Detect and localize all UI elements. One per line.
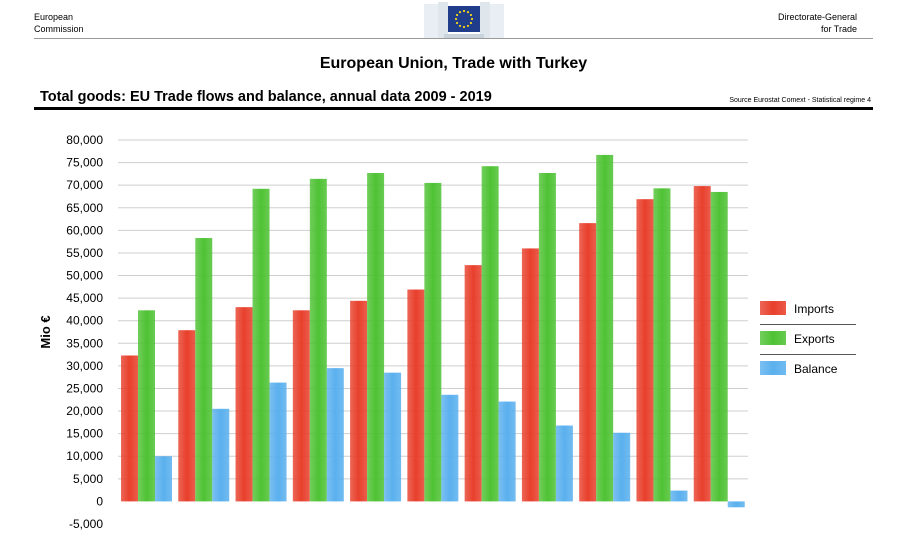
- dg-line-1: Directorate-General: [777, 12, 857, 22]
- bar-imports-2013: [350, 300, 368, 502]
- bar-balance-2011: [269, 382, 287, 502]
- legend-item-exports: Exports: [760, 325, 856, 355]
- bar-balance-2019: [727, 501, 745, 508]
- eu-flag-logo: [424, 2, 504, 38]
- legend: Imports Exports Balance: [760, 295, 856, 384]
- y-tick-label: 40,000: [66, 314, 103, 328]
- bar-group-2016: [521, 172, 573, 502]
- org-line-2: Commission: [34, 24, 84, 34]
- y-tick-label: 35,000: [66, 336, 103, 350]
- legend-label-balance: Balance: [794, 362, 838, 376]
- bar-balance-2014: [441, 394, 459, 502]
- bar-group-2018: [636, 188, 688, 502]
- bar-exports-2011: [252, 188, 270, 502]
- y-tick-label: 70,000: [66, 178, 103, 192]
- y-tick-label: 20,000: [66, 404, 103, 418]
- org-name: European Commission: [34, 11, 84, 35]
- bar-balance-2010: [212, 408, 230, 502]
- bar-group-2017: [579, 154, 631, 502]
- bar-group-2012: [292, 178, 344, 502]
- bar-group-2015: [464, 166, 516, 502]
- source-note: Source Eurostat Comext - Statistical reg…: [729, 97, 871, 104]
- bar-group-2010: [178, 238, 230, 502]
- bar-imports-2012: [292, 310, 310, 502]
- bar-exports-2014: [424, 182, 442, 502]
- bar-group-2019: [693, 186, 745, 508]
- y-tick-label: 65,000: [66, 201, 103, 215]
- bar-exports-2017: [596, 154, 614, 502]
- bar-balance-2009: [155, 456, 172, 502]
- y-tick-label: 55,000: [66, 246, 103, 260]
- bar-exports-2012: [309, 178, 327, 502]
- bar-balance-2016: [555, 425, 573, 502]
- bar-imports-2011: [235, 307, 253, 502]
- subtitle-rule: [34, 107, 873, 110]
- y-tick-label: 30,000: [66, 359, 103, 373]
- y-tick-label: 0: [96, 494, 103, 508]
- bars: [121, 154, 745, 508]
- legend-label-imports: Imports: [794, 302, 835, 316]
- bar-imports-2009: [121, 355, 138, 502]
- bar-exports-2015: [481, 166, 499, 502]
- bar-exports-2016: [538, 172, 556, 502]
- legend-swatch-imports: [760, 301, 786, 315]
- chart-subtitle: Total goods: EU Trade flows and balance,…: [40, 89, 492, 105]
- bar-group-2014: [407, 182, 459, 502]
- bar-imports-2015: [464, 265, 482, 502]
- bar-balance-2018: [670, 490, 688, 502]
- y-axis-label: Mio €: [38, 315, 53, 348]
- y-tick-label: 5,000: [73, 472, 103, 486]
- chart-title: European Union, Trade with Turkey: [319, 55, 588, 72]
- y-tick-label: -5,000: [69, 517, 103, 531]
- bar-group-2011: [235, 188, 287, 502]
- y-tick-label: 50,000: [66, 269, 103, 283]
- bar-group-2009: [121, 310, 172, 502]
- y-tick-label: 25,000: [66, 381, 103, 395]
- y-tick-label: 15,000: [66, 427, 103, 441]
- bar-imports-2014: [407, 289, 425, 502]
- bar-exports-2013: [367, 172, 385, 502]
- y-tick-label: 45,000: [66, 291, 103, 305]
- bar-imports-2019: [693, 186, 711, 502]
- y-axis-ticks: -5,000 0 5,000 10,000 15,000 20,000 25,000 30,0…: [66, 133, 103, 531]
- bar-exports-2019: [710, 191, 728, 502]
- bar-balance-2015: [498, 401, 516, 502]
- org-line-1: European: [34, 12, 74, 22]
- bar-balance-2017: [613, 432, 631, 502]
- bar-balance-2012: [326, 368, 344, 502]
- legend-item-balance: Balance: [760, 355, 856, 384]
- legend-swatch-balance: [760, 361, 786, 375]
- y-tick-label: 75,000: [66, 156, 103, 170]
- bar-imports-2018: [636, 199, 654, 502]
- y-tick-label: 80,000: [66, 133, 103, 147]
- bar-exports-2018: [653, 188, 671, 502]
- bar-balance-2013: [384, 372, 402, 502]
- y-tick-label: 10,000: [66, 449, 103, 463]
- bar-imports-2017: [579, 223, 597, 502]
- bar-imports-2016: [521, 248, 539, 502]
- bar-exports-2009: [138, 310, 155, 502]
- legend-swatch-exports: [760, 331, 786, 345]
- legend-item-imports: Imports: [760, 295, 856, 325]
- dg-line-2: for Trade: [820, 24, 857, 34]
- bar-exports-2010: [195, 238, 213, 502]
- legend-label-exports: Exports: [794, 332, 835, 346]
- header-rule: [34, 38, 873, 39]
- y-tick-label: 60,000: [66, 223, 103, 237]
- bar-imports-2010: [178, 330, 196, 502]
- directorate-name: Directorate-General for Trade: [778, 11, 857, 35]
- bar-group-2013: [350, 172, 402, 502]
